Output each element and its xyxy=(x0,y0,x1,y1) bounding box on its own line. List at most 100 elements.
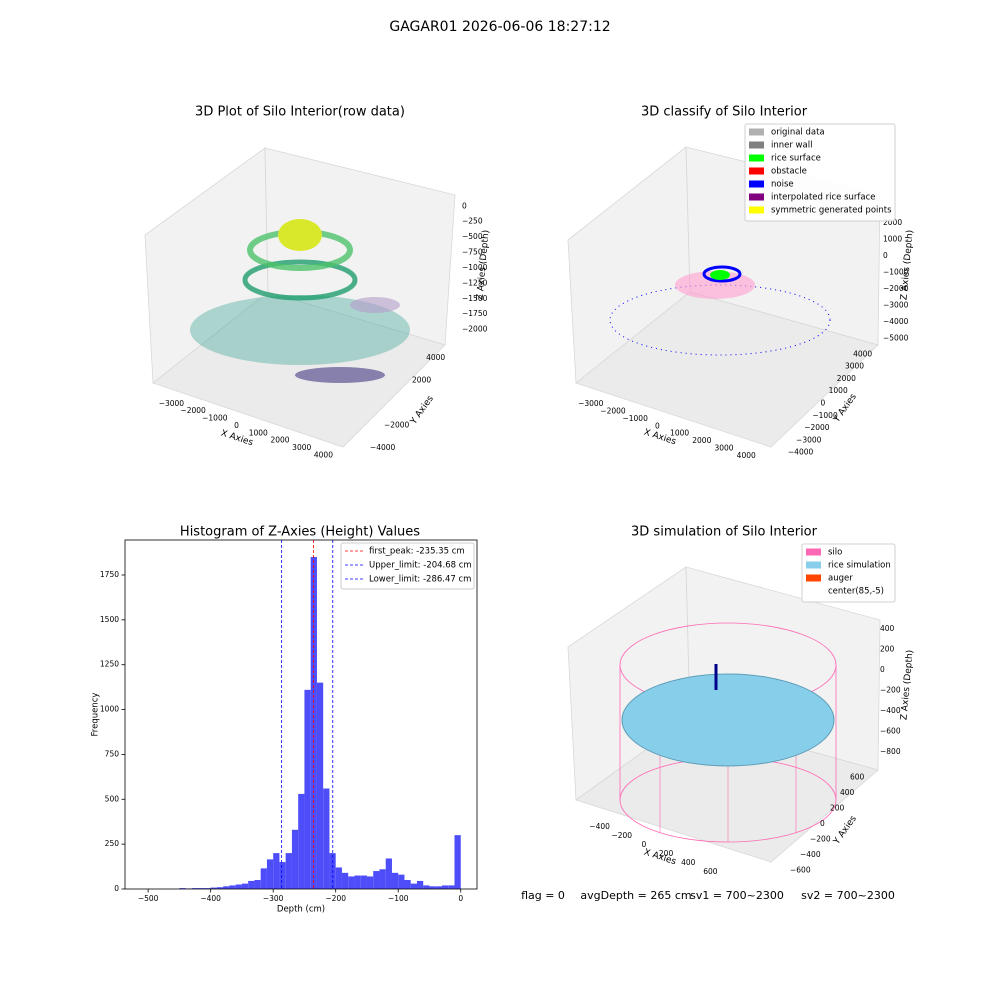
x-tick-label: 4000 xyxy=(314,450,333,459)
chart-title: 3D classify of Silo Interior xyxy=(641,105,808,120)
z-tick-label: −400 xyxy=(880,706,901,715)
hist-bar xyxy=(410,883,417,889)
x-tick-label: 0 xyxy=(642,840,647,849)
legend-label: inner wall xyxy=(771,141,812,151)
legend-box xyxy=(744,123,896,222)
chart-title: 3D simulation of Silo Interior xyxy=(631,525,818,540)
hist-bar xyxy=(198,888,205,889)
y-axis-label: Frequency xyxy=(91,693,101,737)
z-tick-label: −1000 xyxy=(462,263,488,272)
hist-bar xyxy=(304,689,311,889)
y-tick-label: −1000 xyxy=(812,411,838,420)
hist-bar xyxy=(273,853,280,889)
legend-label: noise xyxy=(771,180,794,190)
legend-label: rice surface xyxy=(771,154,821,164)
hist-bar xyxy=(210,887,217,889)
y-tick-label: 2000 xyxy=(837,374,856,383)
x-tick-label: 400 xyxy=(681,858,696,867)
x-tick-label: 2000 xyxy=(270,436,289,445)
legend-label: rice simulation xyxy=(828,561,891,571)
x-tick-label: −200 xyxy=(611,831,632,840)
z-tick-label: 1000 xyxy=(883,234,902,243)
z-tick-label: 0 xyxy=(880,665,885,674)
y-tick-label: 400 xyxy=(840,788,855,797)
x-tick-label: 1000 xyxy=(670,429,689,438)
z-tick-label: −3000 xyxy=(883,301,909,310)
y-tick-label: 4000 xyxy=(426,353,445,362)
x-tick-label: 0 xyxy=(655,421,660,430)
y-tick-label: −3000 xyxy=(796,435,822,444)
z-tick-label: −1250 xyxy=(462,278,488,287)
hist-bar xyxy=(266,859,274,889)
z-tick-label: −2000 xyxy=(462,325,488,334)
y-tick-label: −4000 xyxy=(788,448,814,457)
hist-bar xyxy=(435,886,442,889)
x-tick-label: 200 xyxy=(659,849,674,858)
y-tick-label: −2000 xyxy=(384,421,410,430)
y-tick-label: 2000 xyxy=(412,375,431,384)
z-tick-label: −5000 xyxy=(883,334,909,343)
x-tick-label: −1000 xyxy=(202,414,228,423)
figure-title: GAGAR01 2026-06-06 18:27:12 xyxy=(389,19,610,35)
footer-text: sv1 = 700~2300 xyxy=(690,889,784,902)
x-tick-label: −2000 xyxy=(180,406,206,415)
legend-box xyxy=(801,543,896,603)
x-tick-label: 3000 xyxy=(292,443,311,452)
legend-label: Upper_limit: -204.68 cm xyxy=(369,561,472,571)
hist-bar xyxy=(241,883,249,889)
x-tick-label: 600 xyxy=(703,867,718,876)
z-tick-label: −500 xyxy=(462,232,483,241)
hist-bar xyxy=(448,885,455,889)
hist-bar xyxy=(360,875,367,889)
x-tick-label: 2000 xyxy=(692,436,711,445)
x-tick-label: −2000 xyxy=(600,406,626,415)
hist-bar xyxy=(323,788,330,889)
z-tick-label: 0 xyxy=(462,201,467,210)
z-tick-label: 400 xyxy=(880,624,895,633)
hist-bar xyxy=(179,888,186,889)
legend-swatch xyxy=(749,128,764,136)
hist-bar xyxy=(204,888,211,889)
hist-bar xyxy=(373,871,380,889)
z-tick-label: 2000 xyxy=(883,218,902,227)
y-tick-label: 1000 xyxy=(829,386,848,395)
z-tick-label: −2000 xyxy=(883,284,909,293)
y-tick-label: −400 xyxy=(800,850,821,859)
y-tick-label: 600 xyxy=(850,773,865,782)
footer-text: sv2 = 700~2300 xyxy=(801,889,895,902)
hist-bar xyxy=(423,885,430,889)
y-tick-label: 1250 xyxy=(100,660,119,669)
y-tick-label: 4000 xyxy=(853,349,872,358)
x-tick-label: 1000 xyxy=(249,428,268,437)
hist-bar xyxy=(379,869,386,889)
y-tick-label: −4000 xyxy=(370,443,396,452)
legend-label: Lower_limit: -286.47 cm xyxy=(369,575,471,585)
y-tick-label: 1500 xyxy=(100,615,119,624)
footer-text: avgDepth = 265 cm xyxy=(580,889,691,902)
footer-text: flag = 0 xyxy=(521,889,565,902)
y-tick-label: 3000 xyxy=(845,362,864,371)
x-tick-label: 3000 xyxy=(714,444,733,453)
x-tick-label: −3000 xyxy=(578,399,604,408)
y-tick-label: −2000 xyxy=(804,423,830,432)
x-tick-label: 4000 xyxy=(737,451,756,460)
x-tick-label: −100 xyxy=(388,894,409,903)
hist-bar xyxy=(416,880,424,889)
hist-bar xyxy=(385,858,392,889)
z-tick-label: −250 xyxy=(462,217,483,226)
hist-bar xyxy=(260,868,267,889)
hist-bar xyxy=(310,557,317,889)
x-tick-label: −500 xyxy=(138,894,159,903)
y-tick-label: 250 xyxy=(105,839,120,848)
chart-title: Histogram of Z-Axies (Height) Values xyxy=(180,525,420,540)
legend-label: auger xyxy=(828,574,853,584)
hist-bar xyxy=(229,885,236,889)
hist-bar xyxy=(235,884,242,889)
x-tick-label: −300 xyxy=(263,894,284,903)
x-tick-label: −400 xyxy=(589,822,610,831)
chart-title: 3D Plot of Silo Interior(row data) xyxy=(195,105,405,120)
x-tick-label: −1000 xyxy=(622,414,648,423)
hist-bar xyxy=(348,876,355,889)
legend-label: obstacle xyxy=(771,167,807,177)
